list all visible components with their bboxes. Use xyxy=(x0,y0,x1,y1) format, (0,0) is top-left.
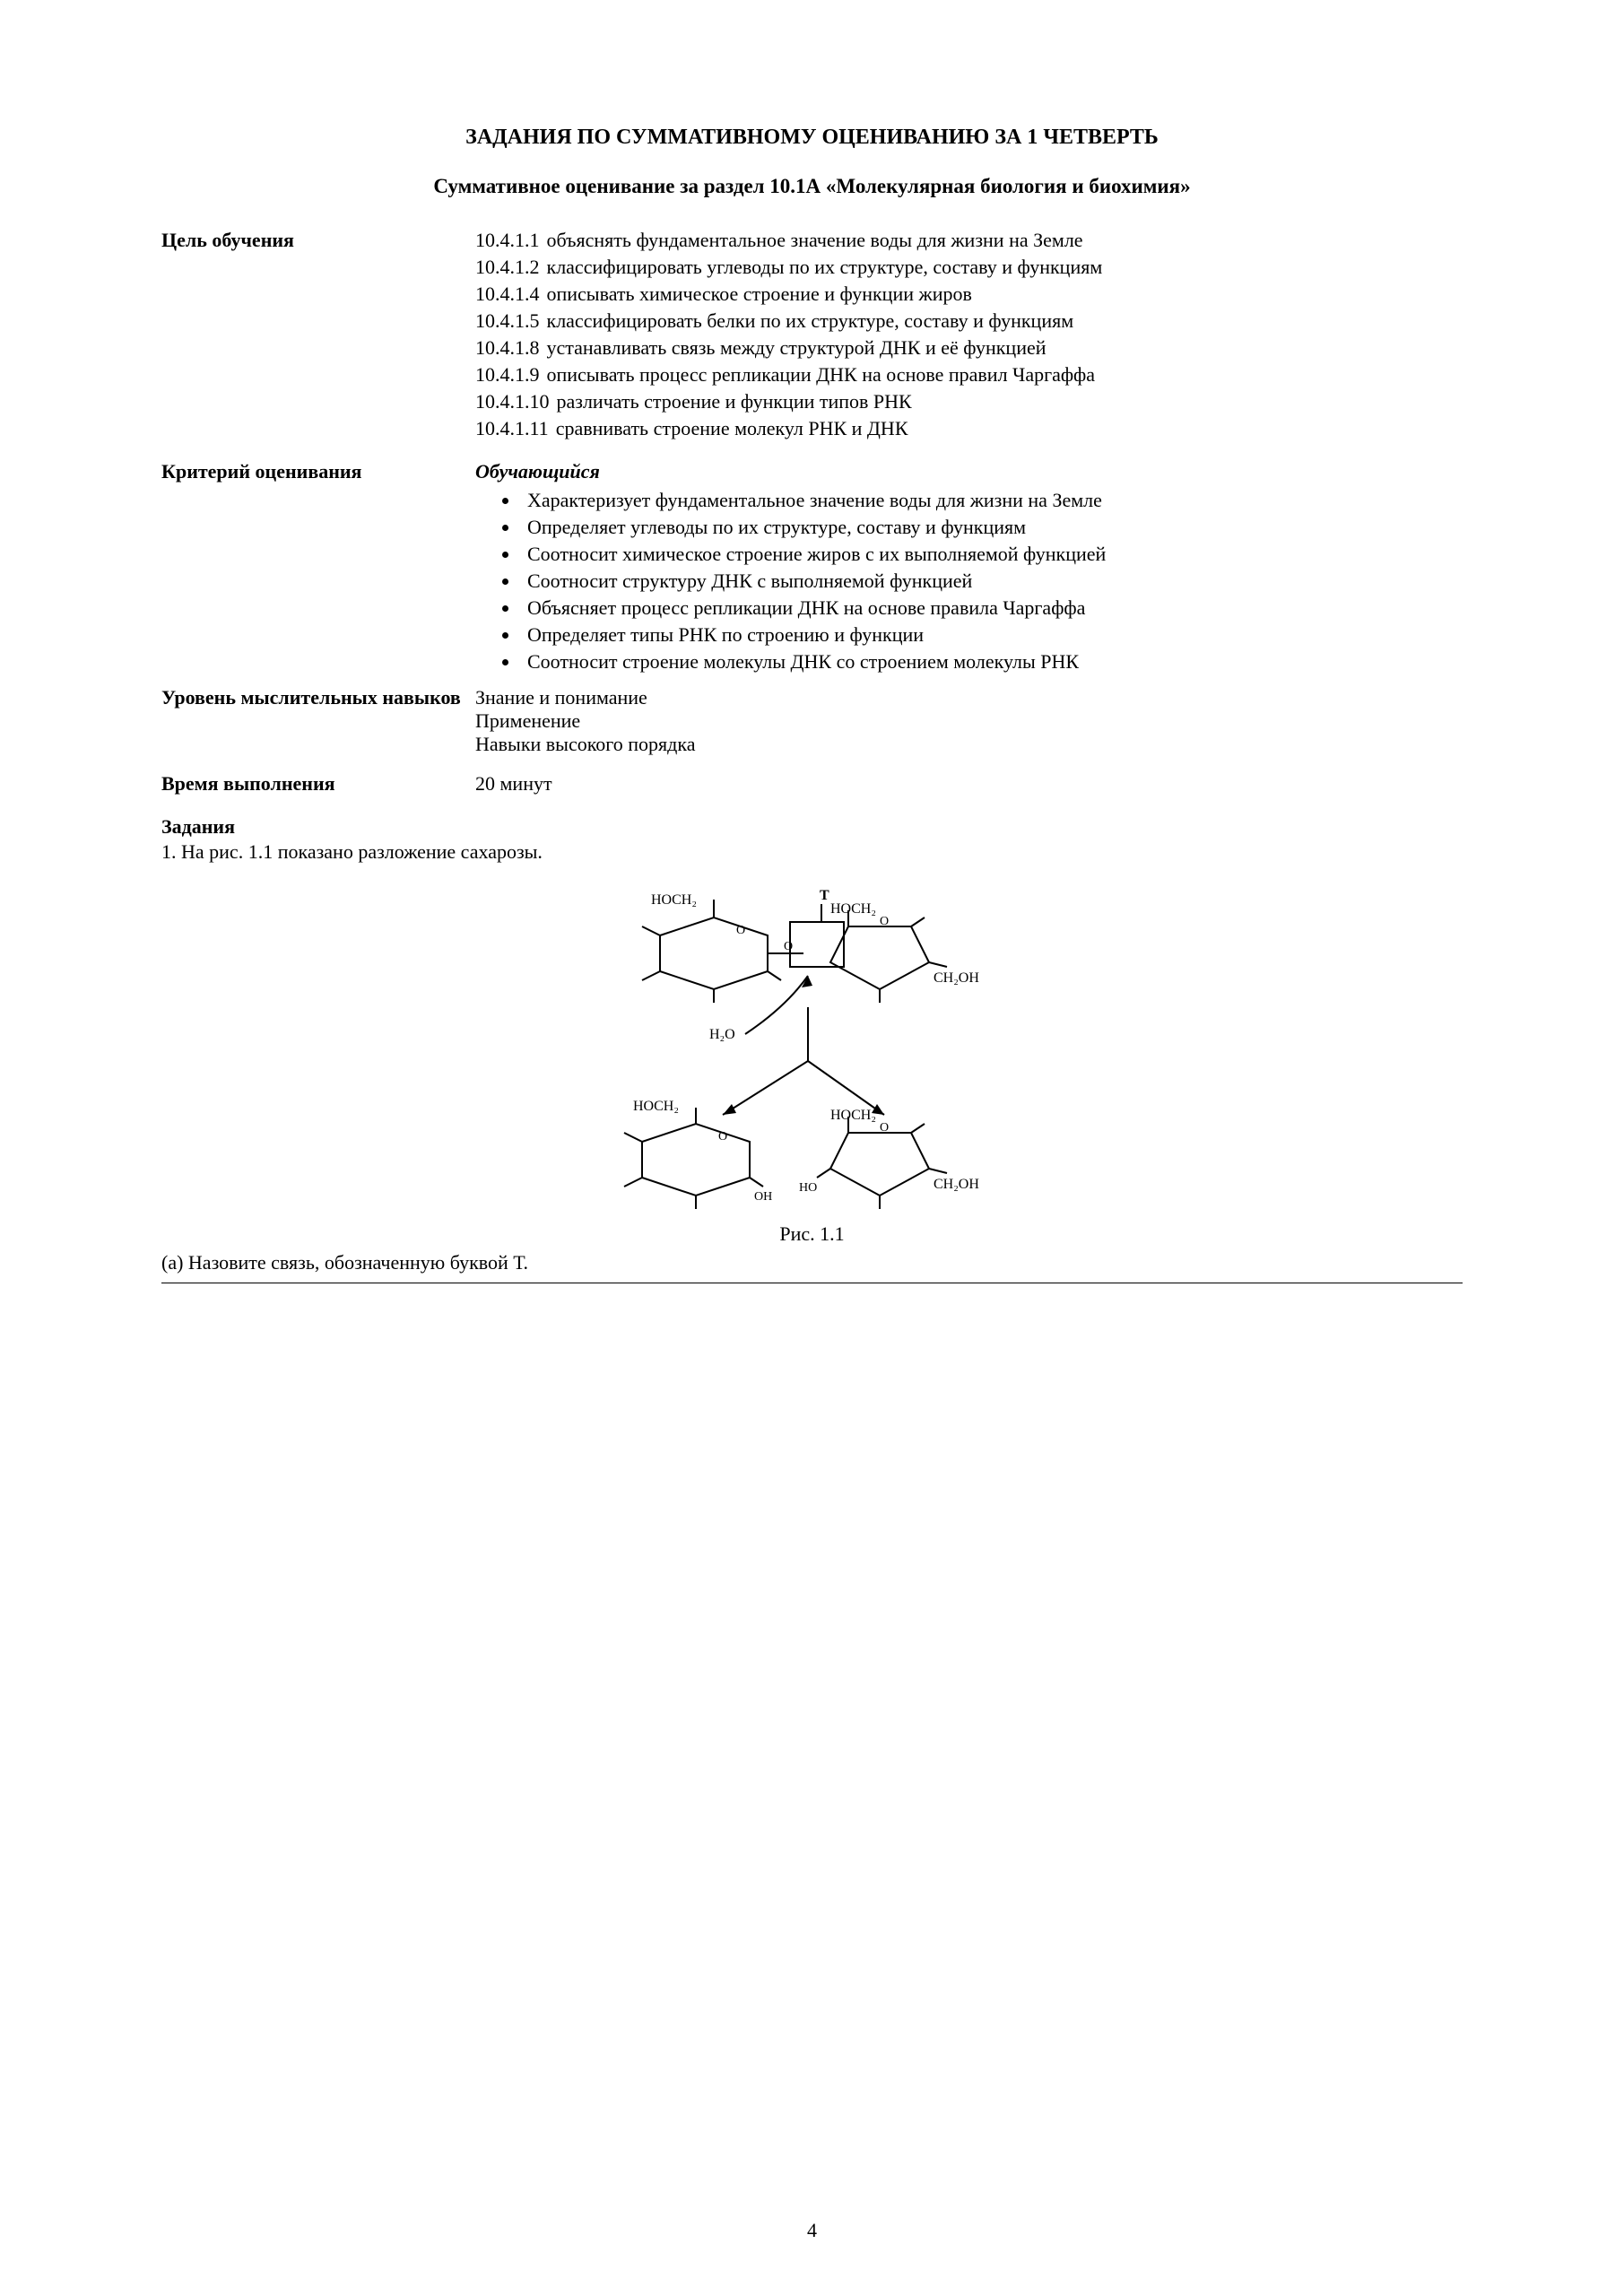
svg-text:HOCH₂: HOCH₂ xyxy=(633,1099,679,1114)
figure-1-1: HOCH₂ O O T HOCH₂ O xyxy=(161,873,1463,1246)
criteria-item: Соотносит структуру ДНК с выполняемой фу… xyxy=(520,570,1463,593)
objectives-label: Цель обучения xyxy=(161,229,475,252)
figure-caption: Рис. 1.1 xyxy=(161,1222,1463,1246)
svg-text:O: O xyxy=(880,1121,889,1135)
svg-text:CH₂OH: CH₂OH xyxy=(934,1177,979,1192)
h2o-label: H₂O xyxy=(709,1027,735,1042)
objectives-content: 10.4.1.1объяснять фундаментальное значен… xyxy=(475,229,1463,444)
objective-item: 10.4.1.1объяснять фундаментальное значен… xyxy=(475,229,1463,252)
criteria-item: Соотносит строение молекулы ДНК со строе… xyxy=(520,650,1463,674)
skills-content: Знание и понимание Применение Навыки выс… xyxy=(475,686,1463,756)
objective-item: 10.4.1.4описывать химическое строение и … xyxy=(475,283,1463,306)
criteria-content: Обучающийся Характеризует фундаментально… xyxy=(475,460,1463,677)
sucrose-diagram-icon: HOCH₂ O O T HOCH₂ O xyxy=(561,873,1064,1213)
skill-item: Применение xyxy=(475,709,1463,733)
tasks-header: Задания xyxy=(161,815,1463,839)
skill-item: Знание и понимание xyxy=(475,686,1463,709)
svg-text:O: O xyxy=(736,924,745,937)
svg-text:HOCH₂: HOCH₂ xyxy=(830,901,876,917)
skill-item: Навыки высокого порядка xyxy=(475,733,1463,756)
page-number: 4 xyxy=(0,2219,1624,2242)
objective-item: 10.4.1.2классифицировать углеводы по их … xyxy=(475,256,1463,279)
time-value: 20 минут xyxy=(475,772,1463,796)
document-page: ЗАДАНИЯ ПО СУММАТИВНОМУ ОЦЕНИВАНИЮ ЗА 1 … xyxy=(0,0,1624,2296)
criteria-item: Соотносит химическое строение жиров с их… xyxy=(520,543,1463,566)
task1-a: (a) Назовите связь, обозначенную буквой … xyxy=(161,1251,1463,1274)
svg-text:OH: OH xyxy=(754,1190,772,1204)
svg-text:O: O xyxy=(784,940,793,953)
objectives-section: Цель обучения 10.4.1.1объяснять фундамен… xyxy=(161,229,1463,444)
criteria-list: Характеризует фундаментальное значение в… xyxy=(475,489,1463,674)
svg-text:HOCH₂: HOCH₂ xyxy=(651,892,697,908)
sub-title: Суммативное оценивание за раздел 10.1А «… xyxy=(161,175,1463,198)
skills-section: Уровень мыслительных навыков Знание и по… xyxy=(161,686,1463,756)
time-section: Время выполнения 20 минут xyxy=(161,772,1463,796)
svg-text:CH₂OH: CH₂OH xyxy=(934,970,979,986)
task1-intro: 1. На рис. 1.1 показано разложение сахар… xyxy=(161,840,1463,864)
objective-item: 10.4.1.9описывать процесс репликации ДНК… xyxy=(475,363,1463,387)
time-label: Время выполнения xyxy=(161,772,475,796)
objective-item: 10.4.1.5классифицировать белки по их стр… xyxy=(475,309,1463,333)
svg-text:O: O xyxy=(718,1130,727,1144)
main-title: ЗАДАНИЯ ПО СУММАТИВНОМУ ОЦЕНИВАНИЮ ЗА 1 … xyxy=(161,126,1463,150)
criteria-heading: Обучающийся xyxy=(475,460,1463,483)
criteria-label: Критерий оценивания xyxy=(161,460,475,483)
svg-text:T: T xyxy=(820,888,829,903)
svg-text:HOCH₂: HOCH₂ xyxy=(830,1108,876,1123)
svg-text:HO: HO xyxy=(799,1181,817,1195)
skills-label: Уровень мыслительных навыков xyxy=(161,686,475,709)
answer-line xyxy=(161,1282,1463,1283)
objective-item: 10.4.1.10различать строение и функции ти… xyxy=(475,390,1463,413)
svg-text:O: O xyxy=(880,915,889,928)
objective-item: 10.4.1.8устанавливать связь между структ… xyxy=(475,336,1463,360)
criteria-item: Определяет типы РНК по строению и функци… xyxy=(520,623,1463,647)
criteria-item: Характеризует фундаментальное значение в… xyxy=(520,489,1463,512)
criteria-item: Объясняет процесс репликации ДНК на осно… xyxy=(520,596,1463,620)
criteria-item: Определяет углеводы по их структуре, сос… xyxy=(520,516,1463,539)
criteria-section: Критерий оценивания Обучающийся Характер… xyxy=(161,460,1463,677)
objective-item: 10.4.1.11сравнивать строение молекул РНК… xyxy=(475,417,1463,440)
